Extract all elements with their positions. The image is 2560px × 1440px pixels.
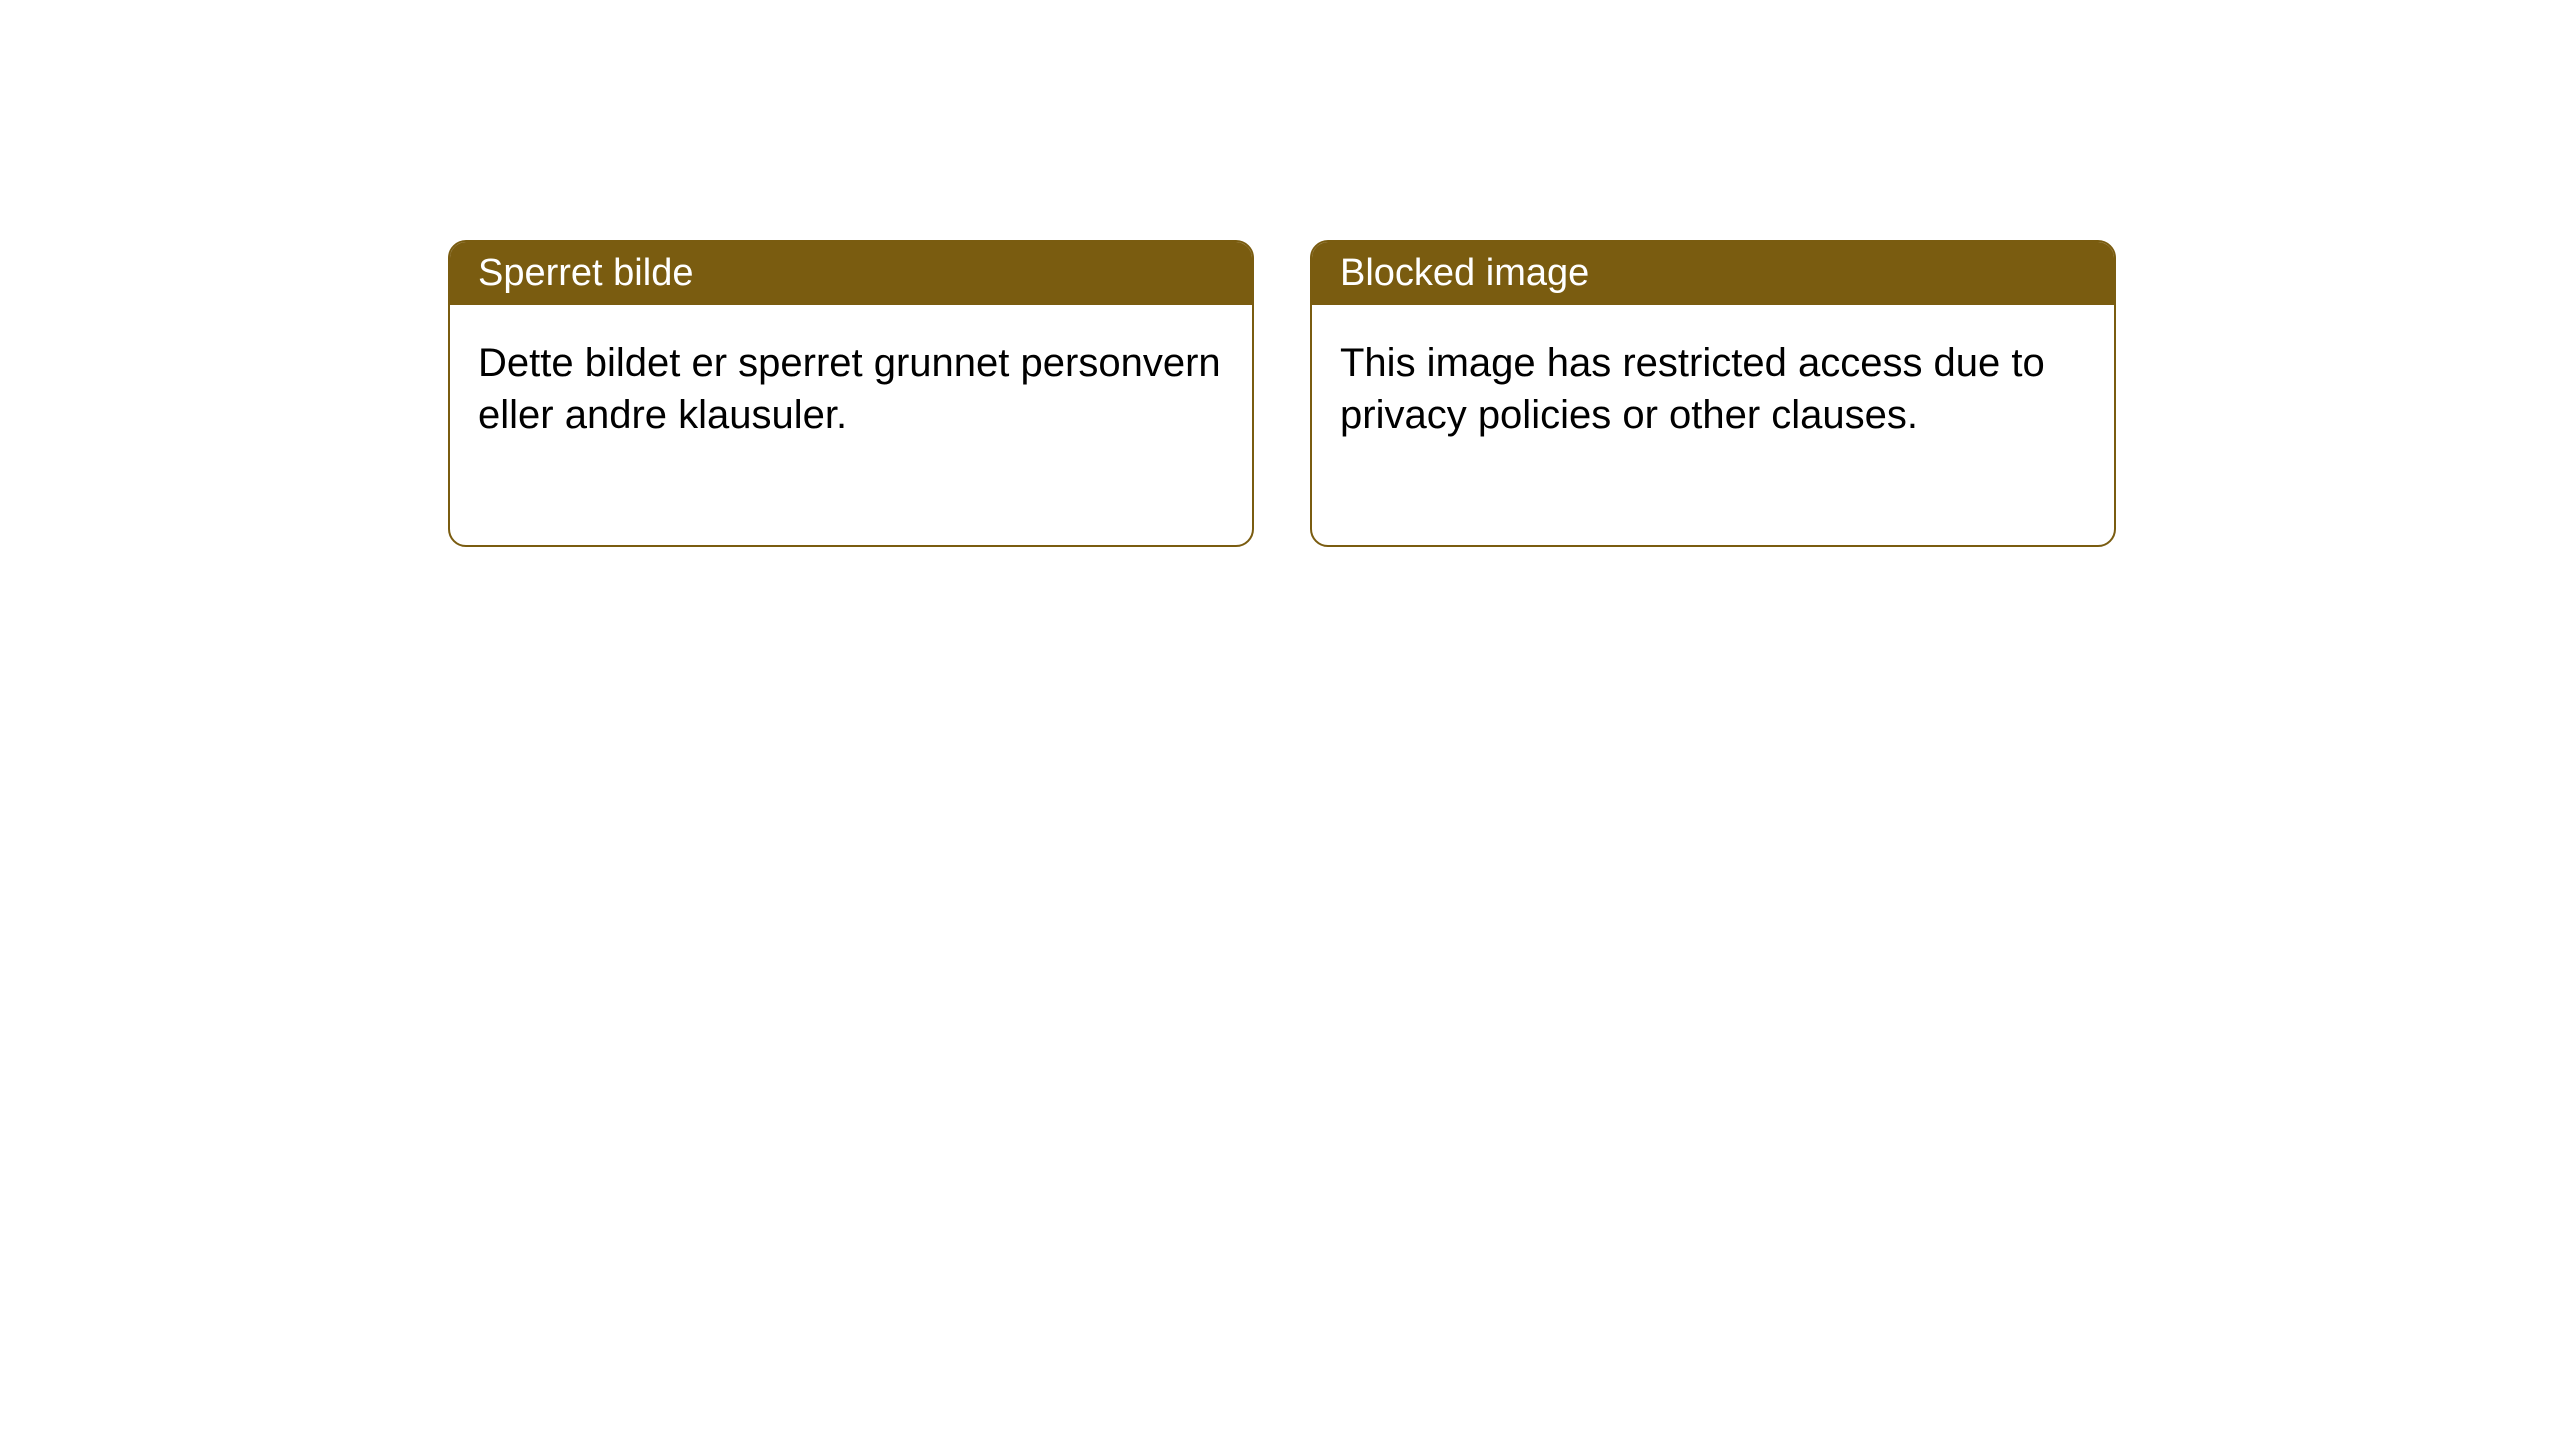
notice-container: Sperret bilde Dette bildet er sperret gr… [0,0,2560,547]
notice-title: Blocked image [1340,252,1589,294]
notice-card-norwegian: Sperret bilde Dette bildet er sperret gr… [448,240,1254,547]
notice-body-text: Dette bildet er sperret grunnet personve… [478,341,1221,437]
notice-body-text: This image has restricted access due to … [1340,341,2045,437]
notice-title: Sperret bilde [478,252,693,294]
notice-card-header: Sperret bilde [450,242,1252,305]
notice-card-body: This image has restricted access due to … [1312,305,2114,545]
notice-card-english: Blocked image This image has restricted … [1310,240,2116,547]
notice-card-header: Blocked image [1312,242,2114,305]
notice-card-body: Dette bildet er sperret grunnet personve… [450,305,1252,545]
